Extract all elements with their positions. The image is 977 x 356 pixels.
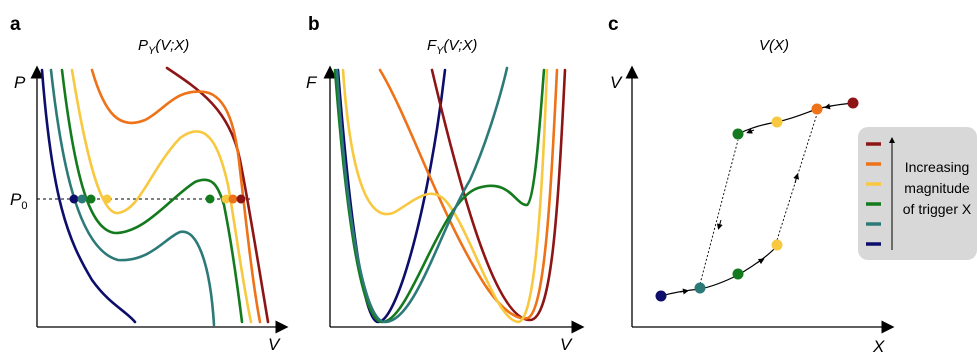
panel-b: b FY(V;X) F V	[306, 14, 585, 354]
panel-c-title: V(X)	[759, 37, 789, 54]
dot-c-darkred	[847, 97, 859, 109]
dot-a-orange	[228, 194, 238, 204]
panel-a: a PY(V;X) P V P0	[10, 14, 289, 354]
arrow-jump-up	[793, 173, 800, 184]
curve-b-navy	[336, 68, 447, 324]
curve-a-green	[60, 68, 244, 324]
panel-a-y-label: P	[14, 73, 26, 92]
upper-branch	[737, 102, 854, 135]
curve-a-orange	[90, 68, 262, 324]
panel-c-label: c	[608, 14, 619, 35]
curve-b-teal	[335, 66, 509, 324]
panel-b-title: FY(V;X)	[427, 37, 477, 57]
dot-c-green-lower	[732, 268, 744, 280]
panel-b-y-label: F	[306, 73, 318, 92]
legend-line-2: magnitude	[904, 180, 970, 196]
dot-c-yellow-lower	[771, 239, 783, 251]
panel-b-label: b	[308, 14, 320, 35]
jump-down-line	[699, 139, 739, 285]
dot-a-darkred	[236, 194, 246, 204]
curve-a-teal	[49, 68, 216, 327]
dot-a-green-left	[86, 194, 96, 204]
p0-label: P0	[10, 190, 27, 212]
arrow-jump-down	[716, 219, 723, 230]
arrow-upper-left	[746, 128, 755, 134]
dot-a-teal	[77, 194, 87, 204]
legend-line-1: Increasing	[905, 159, 970, 175]
curve-b-yellow	[341, 68, 549, 324]
legend-line-3: of trigger X	[903, 201, 972, 217]
arrow-upper-right	[824, 103, 833, 110]
arrow-lower-left	[679, 288, 689, 295]
panel-b-x-label: V	[560, 335, 573, 354]
dot-c-green-upper	[732, 128, 744, 140]
dot-a-green-right	[205, 194, 215, 204]
panel-a-title: PY(V;X)	[138, 37, 189, 57]
legend-box	[858, 127, 977, 260]
dot-c-navy	[655, 290, 667, 302]
panel-c: c V(X) V X	[608, 14, 895, 356]
dot-c-yellow-upper	[771, 116, 783, 128]
dot-a-navy	[69, 194, 79, 204]
curve-b-darkred	[430, 68, 567, 322]
arrow-lower-right	[756, 258, 765, 265]
dot-c-orange	[811, 103, 823, 115]
panel-c-x-label: X	[872, 337, 885, 356]
dot-c-teal	[694, 282, 706, 294]
curve-b-green	[333, 68, 546, 324]
panel-c-y-label: V	[610, 73, 623, 92]
panel-a-x-label: V	[268, 335, 281, 354]
curve-b-orange	[378, 68, 559, 320]
lower-branch	[660, 245, 778, 297]
legend: Increasing magnitude of trigger X	[858, 127, 977, 260]
dot-a-yellow-right	[221, 194, 231, 204]
legend-swatches	[866, 142, 881, 246]
dot-a-yellow-left	[102, 194, 112, 204]
panel-a-label: a	[10, 14, 21, 35]
curve-a-yellow	[70, 68, 253, 324]
curve-a-navy	[40, 68, 137, 324]
